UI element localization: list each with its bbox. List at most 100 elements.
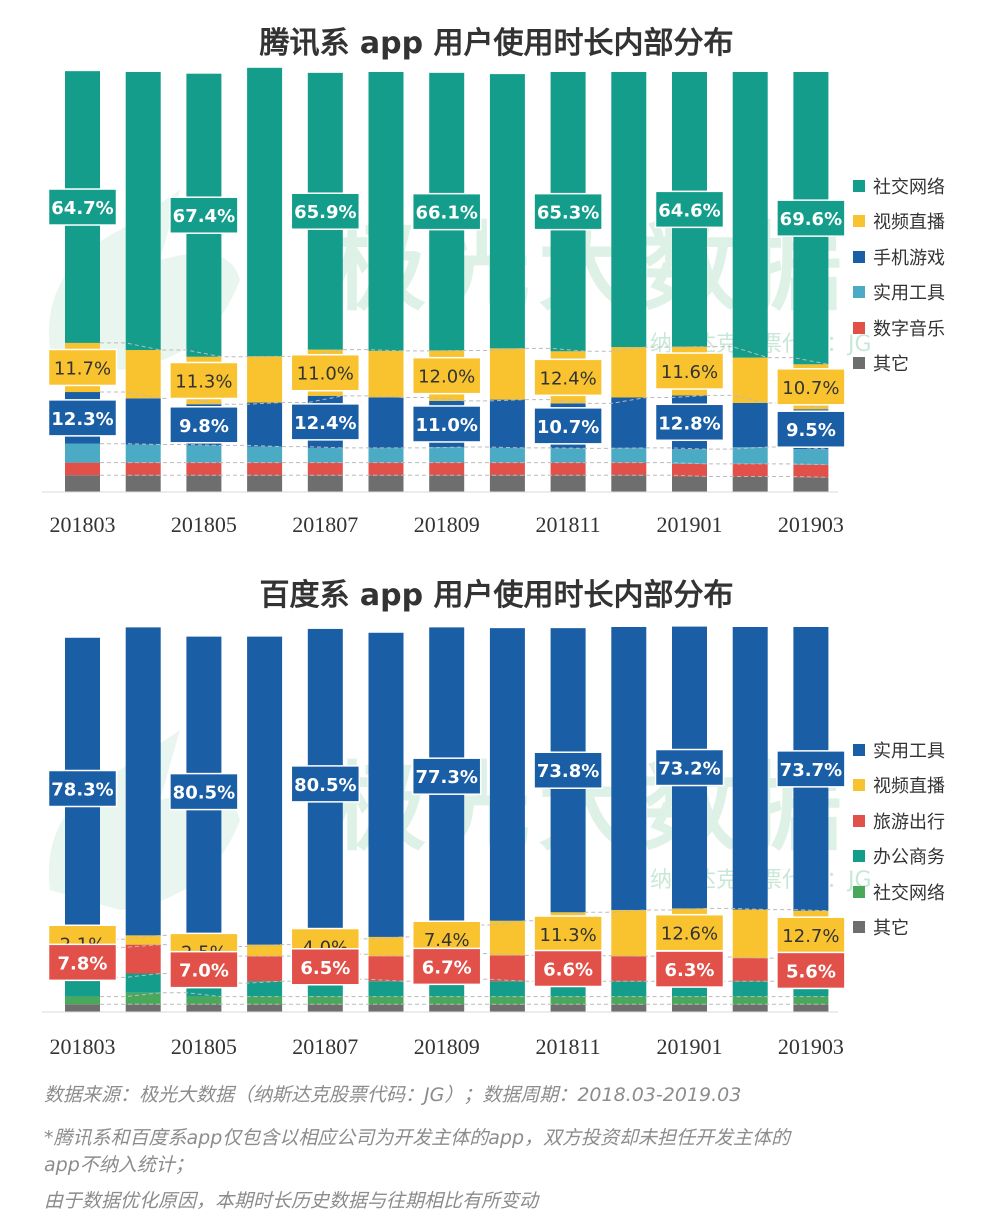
bar-201810-数字音乐 bbox=[489, 462, 525, 476]
bar-201902-其它 bbox=[732, 1004, 768, 1012]
legend-swatch bbox=[853, 321, 865, 334]
bar-201808-社交网络 bbox=[368, 996, 404, 1005]
data-label: 11.0% bbox=[415, 415, 477, 436]
bar-201808-手机游戏 bbox=[368, 397, 404, 448]
bar-201808-视频直播 bbox=[368, 350, 404, 398]
legend-swatch bbox=[853, 250, 865, 263]
data-label-box bbox=[533, 751, 603, 789]
bar-201804-实用工具 bbox=[125, 627, 161, 936]
series-connector-其它 bbox=[100, 474, 829, 478]
data-label: 73.8% bbox=[537, 761, 599, 782]
x-tick-label: 201809 bbox=[414, 1034, 480, 1059]
x-tick-label: 201809 bbox=[414, 512, 480, 537]
bar-201902-社交网络 bbox=[732, 996, 768, 1005]
bar-201805-数字音乐 bbox=[186, 462, 222, 476]
bar-201902-视频直播 bbox=[732, 909, 768, 959]
legend-tencent: 社交网络 视频直播 手机游戏 实用工具 数字音乐 其它 bbox=[853, 168, 945, 381]
legend-label: 办公商务 bbox=[873, 847, 945, 869]
bar-201812-视频直播 bbox=[611, 347, 647, 398]
bar-201804-实用工具 bbox=[125, 444, 161, 463]
bar-201808-实用工具 bbox=[368, 632, 404, 937]
data-label-box bbox=[776, 916, 846, 954]
bar-201903-数字音乐 bbox=[793, 464, 829, 478]
legend-item: 社交网络 bbox=[853, 168, 945, 204]
bar-201902-办公商务 bbox=[732, 981, 768, 997]
chart-title-baidu: 百度系 app 用户使用时长内部分布 bbox=[259, 578, 734, 613]
bar-201807-其它 bbox=[307, 475, 343, 492]
data-label: 67.4% bbox=[173, 206, 235, 227]
data-label-box bbox=[533, 192, 603, 231]
bar-201808-其它 bbox=[368, 475, 404, 492]
bar-201808-办公商务 bbox=[368, 981, 404, 997]
x-tick-label: 201805 bbox=[171, 512, 237, 537]
bar-201812-社交网络 bbox=[611, 72, 647, 348]
legend-label: 手机游戏 bbox=[873, 247, 945, 269]
bar-201902-社交网络 bbox=[732, 72, 768, 358]
bar-201808-数字音乐 bbox=[368, 462, 404, 476]
bar-201902-手机游戏 bbox=[732, 402, 768, 448]
data-label: 12.0% bbox=[418, 367, 475, 388]
data-label-box bbox=[533, 358, 603, 397]
legend-label: 旅游出行 bbox=[873, 811, 945, 833]
bar-201901-其它 bbox=[672, 476, 707, 492]
data-label-box bbox=[776, 199, 846, 237]
series-connector-实用工具 bbox=[100, 443, 829, 450]
bar-201803-办公商务 bbox=[65, 977, 100, 997]
bar-201810-社交网络 bbox=[489, 74, 525, 349]
legend-swatch bbox=[853, 921, 865, 934]
data-label-box bbox=[47, 769, 118, 808]
bar-201811-其它 bbox=[550, 475, 586, 492]
data-label-box bbox=[654, 352, 725, 390]
bar-201810-办公商务 bbox=[489, 981, 525, 997]
bar-201902-视频直播 bbox=[732, 357, 768, 403]
data-label: 9.8% bbox=[179, 416, 229, 437]
bar-201804-视频直播 bbox=[125, 350, 161, 399]
legend-swatch bbox=[853, 779, 865, 792]
bar-201812-手机游戏 bbox=[611, 397, 647, 448]
bar-201808-其它 bbox=[368, 1004, 404, 1012]
bar-201804-手机游戏 bbox=[125, 398, 161, 445]
bar-201809-其它 bbox=[429, 1004, 465, 1012]
bar-201811-数字音乐 bbox=[550, 462, 586, 476]
bar-201810-旅游出行 bbox=[489, 955, 525, 982]
data-label: 5.6% bbox=[786, 961, 836, 982]
bar-201812-其它 bbox=[611, 475, 647, 492]
data-label: 80.5% bbox=[294, 775, 356, 796]
data-label: 9.5% bbox=[786, 420, 836, 441]
data-label: 80.5% bbox=[173, 783, 235, 804]
chart-baidu: 201803 201805 201807 201809 201811 201901 2019… bbox=[42, 626, 846, 1059]
bar-201809-社交网络 bbox=[429, 996, 465, 1005]
bar-201803-其它 bbox=[65, 475, 100, 492]
bar-201807-社交网络 bbox=[307, 996, 343, 1005]
x-tick-label: 201811 bbox=[536, 1034, 601, 1059]
x-tick-label: 201805 bbox=[171, 1034, 237, 1059]
data-label-box bbox=[47, 943, 118, 982]
data-label: 7.8% bbox=[58, 953, 108, 974]
bar-201806-数字音乐 bbox=[247, 462, 283, 476]
data-label-box bbox=[411, 356, 482, 395]
data-label: 12.7% bbox=[782, 926, 839, 947]
bar-201804-其它 bbox=[125, 1004, 161, 1012]
data-label-box bbox=[169, 950, 239, 989]
data-label: 6.3% bbox=[665, 960, 715, 981]
bar-201809-实用工具 bbox=[429, 447, 465, 463]
bar-201810-社交网络 bbox=[489, 996, 525, 1005]
legend-item: 视频直播 bbox=[853, 204, 945, 240]
data-label-box bbox=[47, 399, 118, 437]
legend-item: 其它 bbox=[853, 910, 945, 946]
legend-item: 其它 bbox=[853, 346, 945, 382]
data-label: 6.5% bbox=[300, 958, 350, 979]
legend-swatch bbox=[853, 215, 865, 228]
legend-label: 社交网络 bbox=[873, 176, 945, 198]
data-label: 12.4% bbox=[294, 413, 356, 434]
data-label-box bbox=[47, 348, 118, 387]
footnote-note-line1: *腾讯系和百度系app仅包含以相应公司为开发主体的app，双方投资却未担任开发主… bbox=[44, 1127, 791, 1149]
data-label-box bbox=[169, 772, 239, 811]
x-tick-label: 201903 bbox=[778, 512, 844, 537]
data-label-box bbox=[411, 757, 482, 795]
data-label-box bbox=[533, 915, 603, 953]
data-label: 6.6% bbox=[543, 959, 593, 980]
x-tick-label: 201901 bbox=[657, 1034, 723, 1059]
bar-201804-旅游出行 bbox=[125, 944, 161, 974]
data-label: 7.4% bbox=[424, 930, 470, 951]
